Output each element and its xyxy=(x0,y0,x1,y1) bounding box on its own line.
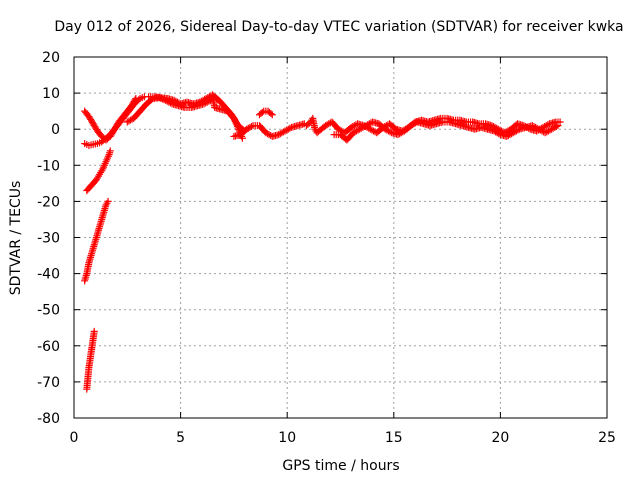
y-tick-label: -70 xyxy=(37,375,60,391)
axis-ticks xyxy=(73,56,608,419)
data-point-interp xyxy=(247,122,255,130)
y-tick-label: -20 xyxy=(37,194,60,210)
grid-lines xyxy=(74,57,607,418)
data-point xyxy=(106,147,114,155)
data-point-interp xyxy=(386,128,394,136)
y-tick-label: -30 xyxy=(37,231,60,247)
x-tick-label: 15 xyxy=(385,430,403,446)
data-point-interp xyxy=(267,110,275,118)
y-tick-label: 20 xyxy=(42,50,60,66)
x-tick-label: 25 xyxy=(598,430,616,446)
data-point-interp xyxy=(495,130,503,138)
y-tick-label: 10 xyxy=(42,86,60,102)
y-tick-label: 0 xyxy=(51,122,60,138)
y-tick-label: -60 xyxy=(37,339,60,355)
tick-labels: 0 5 10 15 20 25 -80 -70 -60 -50 -40 -30 -20 -10 0 10 20 xyxy=(37,50,616,446)
data-point-interp xyxy=(258,108,266,116)
data-point-interp xyxy=(131,96,139,104)
chart-title: Day 012 of 2026, Sidereal Day-to-day VTE… xyxy=(54,19,623,35)
y-tick-label: -50 xyxy=(37,303,60,319)
data-point-interp xyxy=(552,122,560,130)
data-points xyxy=(81,91,564,393)
data-point-interp xyxy=(514,126,522,134)
x-tick-label: 0 xyxy=(70,430,79,446)
data-point xyxy=(104,197,112,205)
data-point-interp xyxy=(544,121,552,129)
data-point-interp xyxy=(286,124,294,132)
y-tick-label: -10 xyxy=(37,158,60,174)
y-axis-title: SDTVAR / TECUs xyxy=(8,181,24,296)
data-point xyxy=(268,111,276,119)
x-tick-label: 20 xyxy=(491,430,509,446)
y-tick-label: -40 xyxy=(37,267,60,283)
y-tick-label: -80 xyxy=(37,411,60,427)
data-point xyxy=(90,327,98,335)
x-tick-label: 5 xyxy=(176,430,185,446)
x-axis-title: GPS time / hours xyxy=(282,458,399,474)
data-point xyxy=(556,118,564,126)
data-point xyxy=(132,95,140,103)
data-point xyxy=(554,122,562,130)
x-tick-label: 10 xyxy=(278,430,296,446)
